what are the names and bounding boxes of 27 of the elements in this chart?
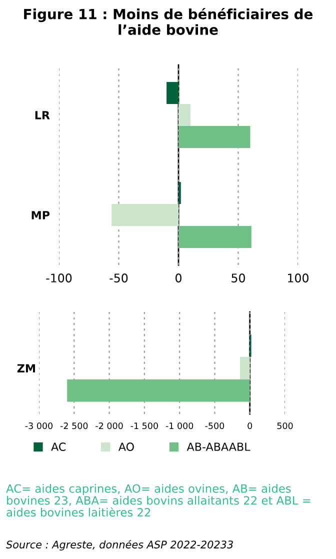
source-note: Source : Agreste, données ASP 2022-20233 bbox=[6, 540, 233, 550]
x-tick-label: 500 bbox=[277, 422, 293, 430]
legend-label: AB-ABAABL bbox=[186, 442, 250, 451]
x-tick-label: -100 bbox=[46, 274, 72, 282]
y-tick-label: MP bbox=[32, 211, 50, 220]
bar bbox=[178, 226, 252, 248]
y-tick-label: ZM bbox=[17, 364, 35, 372]
bar bbox=[178, 126, 250, 148]
bar bbox=[166, 82, 178, 104]
legend-label: AC bbox=[51, 442, 66, 451]
x-tick-label: -500 bbox=[205, 422, 224, 430]
x-tick-label: 0 bbox=[176, 274, 182, 282]
x-tick-label: -2 500 bbox=[60, 422, 88, 430]
x-tick-label: 100 bbox=[288, 274, 308, 282]
text: AC= aides caprines, AO= aides ovines, AB= aides bovines 23, ABA= aides bovins allaitants 22 et ABL = aides bovines laitières 22 bbox=[6, 484, 310, 517]
y-tick-label: LR bbox=[35, 111, 50, 120]
x-tick-label: -3 000 bbox=[25, 422, 53, 430]
bar bbox=[178, 104, 190, 126]
x-tick-label: -1 000 bbox=[166, 422, 194, 430]
x-tick-label: -50 bbox=[110, 274, 128, 282]
x-tick-label: -2 000 bbox=[96, 422, 123, 430]
legend-label: AO bbox=[118, 442, 134, 451]
x-tick-label: 50 bbox=[232, 274, 245, 282]
chart-title: Figure 11 : Moins de bénéficiaires de l’aide bovine bbox=[24, 8, 313, 35]
x-tick-label: -1 500 bbox=[130, 422, 158, 430]
x-tick-label: 0 bbox=[248, 422, 252, 430]
bar bbox=[112, 204, 178, 226]
